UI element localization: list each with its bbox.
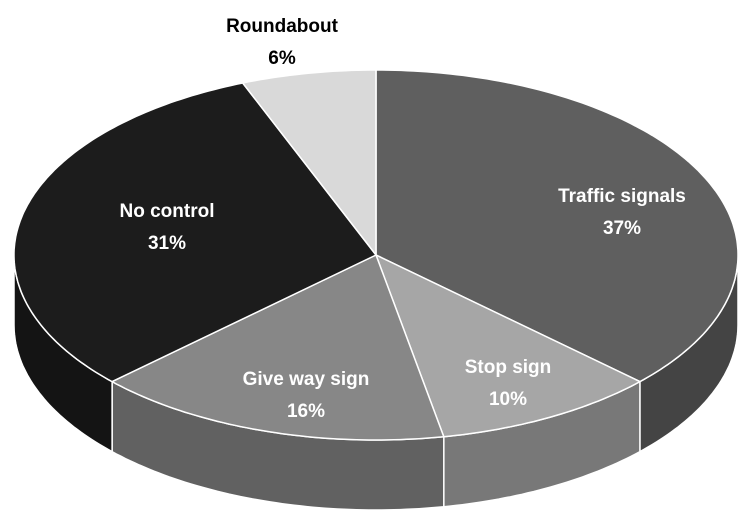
- slice-value-label: 6%: [268, 48, 296, 69]
- slice-label: Roundabout: [226, 16, 339, 37]
- slice-label: Stop sign: [465, 357, 552, 378]
- slice: [110, 253, 445, 441]
- slice: [374, 253, 642, 438]
- slice: [13, 82, 378, 383]
- slice-value-label: 10%: [489, 389, 527, 410]
- slice-label: Give way sign: [243, 369, 370, 390]
- slice-label: Traffic signals: [558, 186, 686, 207]
- slice-value-label: 37%: [603, 218, 641, 239]
- slice-value-label: 16%: [287, 401, 325, 422]
- slice-label: No control: [120, 201, 215, 222]
- slice: [241, 69, 377, 258]
- slice: [375, 69, 739, 383]
- slice-value-label: 31%: [148, 233, 186, 254]
